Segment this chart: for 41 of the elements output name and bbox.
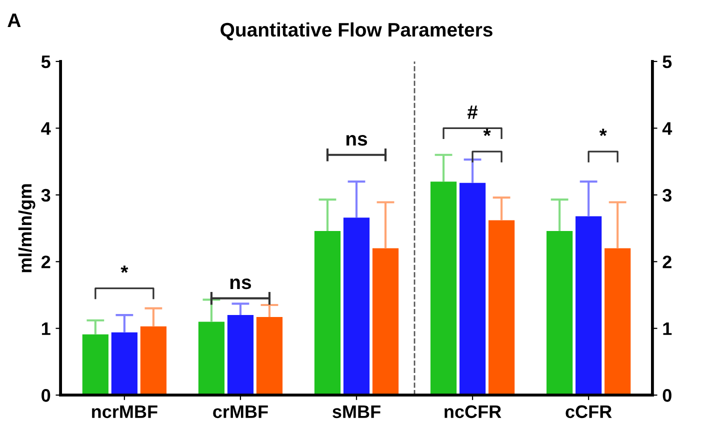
y2-tick-label: 3 bbox=[662, 188, 672, 202]
chart-title: Quantitative Flow Parameters bbox=[220, 22, 492, 40]
bar bbox=[111, 332, 138, 396]
bar bbox=[430, 182, 457, 396]
annotation: ns bbox=[346, 135, 368, 146]
x-tick-label: ncrMBF bbox=[92, 405, 158, 418]
bar bbox=[314, 230, 341, 396]
bar bbox=[82, 334, 108, 396]
y-tick-label: 2 bbox=[41, 256, 50, 268]
y-axis-title: ml/mln/gm bbox=[18, 184, 36, 272]
y-tick-label: 1 bbox=[42, 322, 50, 335]
y2-tick-label: 5 bbox=[662, 56, 672, 68]
bar bbox=[459, 182, 486, 396]
y-tick-label: 3 bbox=[41, 188, 50, 202]
bar bbox=[546, 230, 573, 396]
y2-tick-label: 0 bbox=[662, 389, 672, 402]
bar bbox=[604, 248, 631, 396]
bar bbox=[227, 315, 254, 396]
x-tick-label: cCFR bbox=[566, 405, 612, 418]
text: A bbox=[8, 14, 21, 27]
bar bbox=[343, 218, 370, 396]
annotation: * bbox=[599, 128, 607, 136]
bar bbox=[198, 322, 225, 396]
annotation: * bbox=[483, 128, 491, 136]
y2-tick-label: 2 bbox=[662, 256, 672, 268]
x-tick-label: sMBF bbox=[332, 405, 380, 418]
x-tick-label: ncCFR bbox=[444, 405, 502, 418]
y2-tick-label: 4 bbox=[662, 122, 672, 135]
bar bbox=[576, 216, 602, 396]
bar bbox=[372, 248, 399, 396]
y-tick-label: 0 bbox=[42, 389, 50, 402]
annotation: ns bbox=[230, 278, 252, 290]
y-tick-label: 4 bbox=[41, 122, 51, 135]
x-tick-label: crMBF bbox=[213, 405, 268, 418]
y-tick-label: 5 bbox=[41, 56, 50, 68]
bar bbox=[488, 220, 515, 396]
bar bbox=[140, 326, 166, 396]
annotation: # bbox=[467, 106, 478, 119]
y2-tick-label: 1 bbox=[663, 322, 672, 335]
annotation: * bbox=[120, 266, 128, 273]
bar bbox=[256, 317, 283, 396]
